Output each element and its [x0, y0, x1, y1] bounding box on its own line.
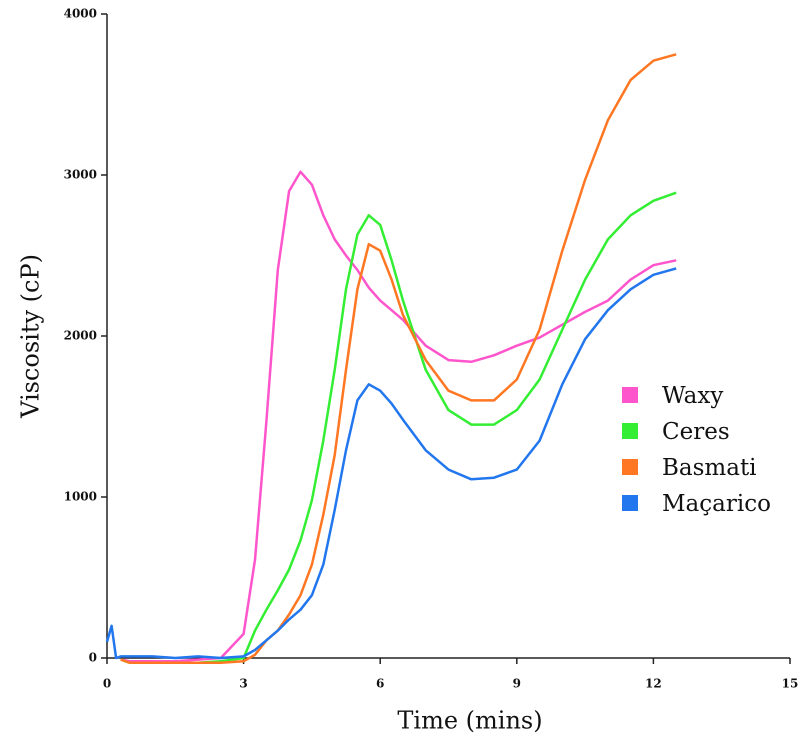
x-tick-label: 15: [782, 677, 799, 691]
y-tick-label: 0: [89, 651, 97, 665]
line-series: [120, 53, 677, 665]
x-tick-label: 3: [239, 677, 247, 691]
x-tick-label: 6: [376, 677, 384, 691]
legend-label: Waxy: [662, 383, 723, 409]
legend-label: Ceres: [662, 419, 730, 445]
x-tick-label: 12: [645, 677, 662, 691]
y-axis-label: Viscosity (cP): [17, 254, 45, 419]
line-series: [105, 267, 677, 660]
y-tick-label: 2000: [64, 329, 97, 343]
y-tick-label: 4000: [64, 7, 97, 21]
legend-label: Basmati: [662, 455, 757, 481]
legend-swatch: [622, 423, 638, 439]
legend-label: Maçarico: [662, 491, 771, 517]
x-tick-label: 0: [103, 677, 111, 691]
y-tick-label: 3000: [64, 168, 97, 182]
legend-swatch: [622, 495, 638, 511]
line-series: [120, 170, 677, 663]
legend-swatch: [622, 387, 638, 403]
y-tick-label: 1000: [64, 490, 97, 504]
x-tick-label: 9: [513, 677, 521, 691]
x-axis-label: Time (mins): [397, 707, 542, 735]
legend-swatch: [622, 459, 638, 475]
line-series: [120, 191, 677, 665]
